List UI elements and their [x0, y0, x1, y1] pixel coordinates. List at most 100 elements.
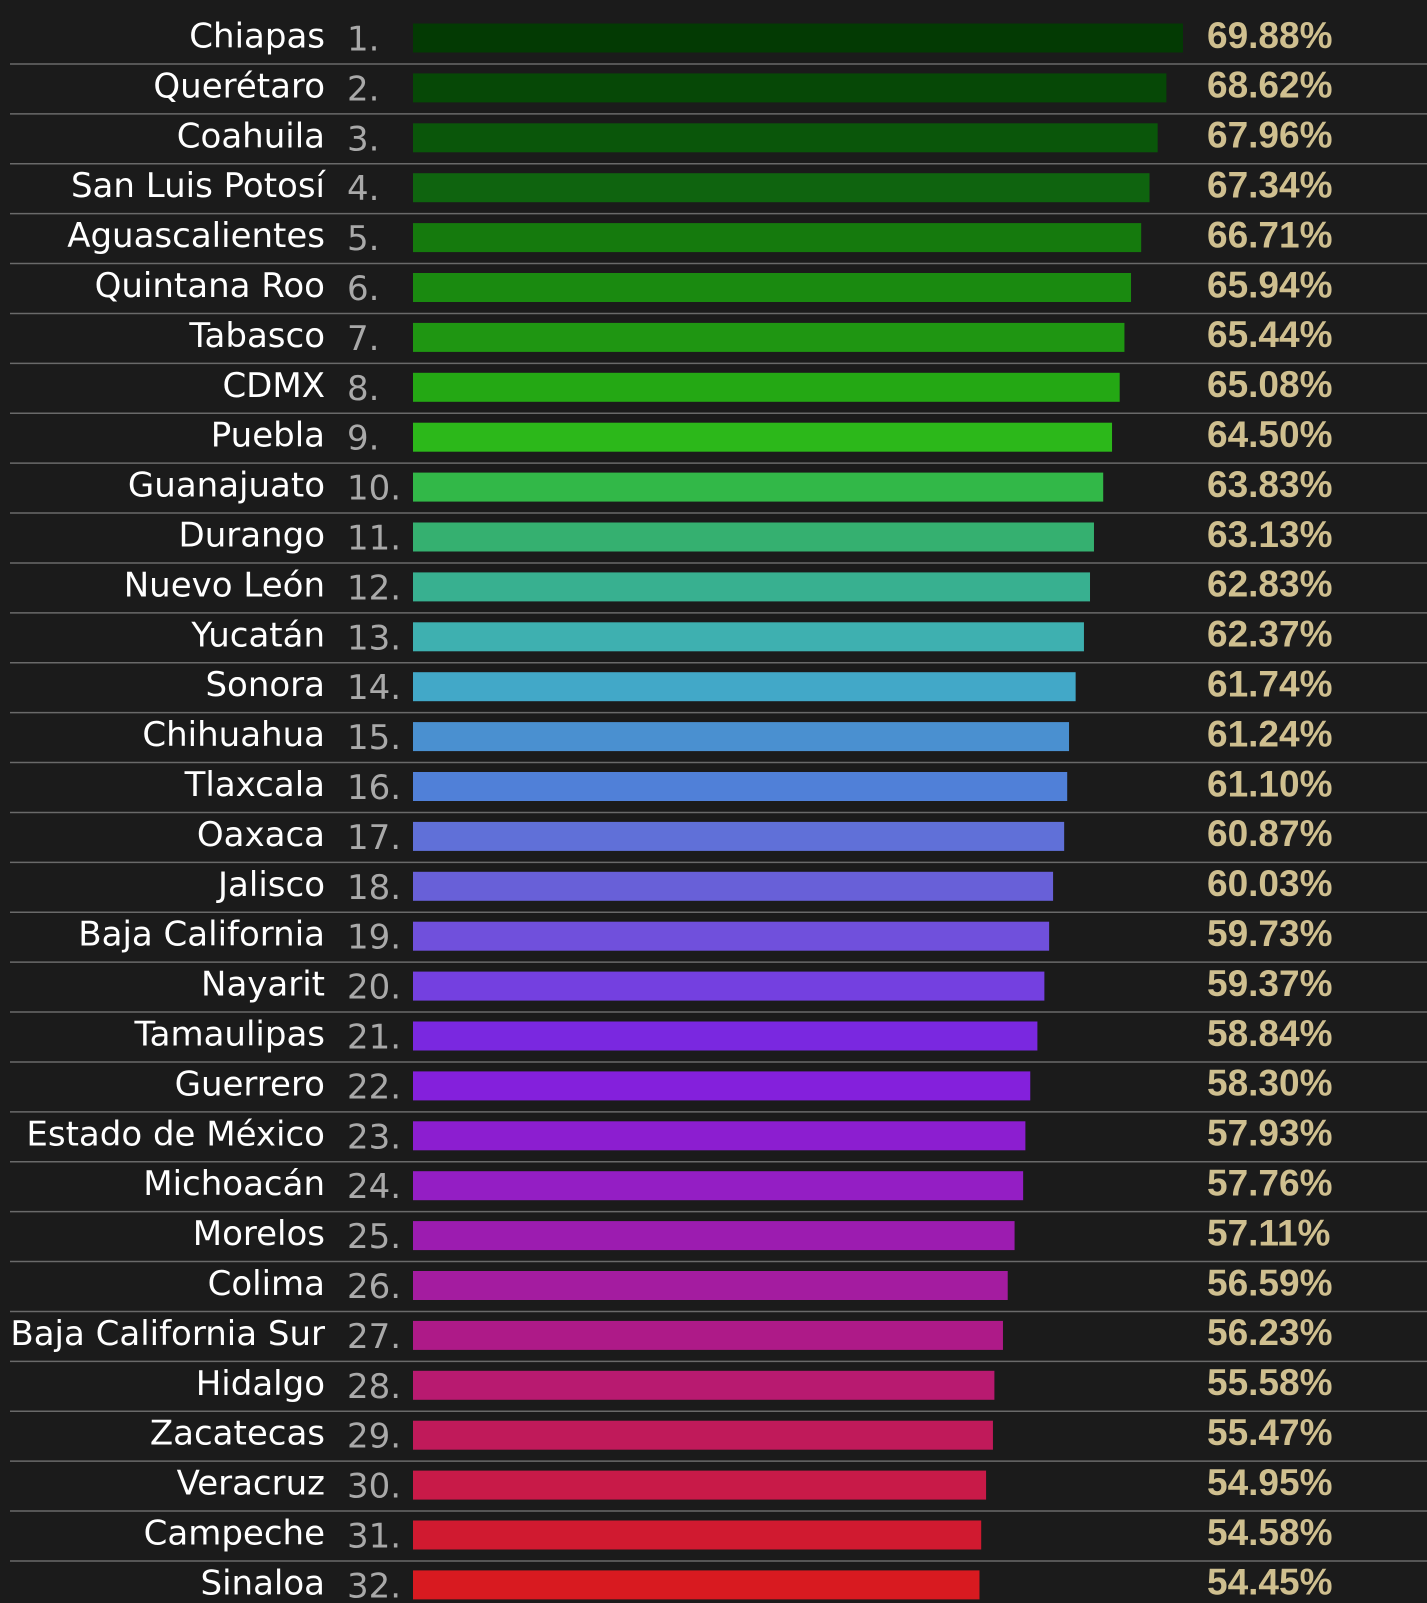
bar — [413, 1221, 1015, 1251]
category-label: Nuevo León — [124, 565, 325, 605]
category-label: Nayarit — [201, 965, 325, 1005]
bar — [413, 1271, 1008, 1300]
value-label: 58.30% — [1207, 1063, 1333, 1104]
category-label: Veracruz — [177, 1464, 325, 1504]
rank-label: 4. — [347, 169, 379, 209]
rank-label: 22. — [347, 1067, 401, 1107]
rank-label: 30. — [347, 1467, 401, 1507]
value-label: 61.74% — [1207, 663, 1333, 704]
category-label: Baja California — [78, 915, 325, 955]
bar — [413, 622, 1084, 652]
bar — [413, 372, 1120, 402]
value-label: 56.23% — [1207, 1312, 1333, 1353]
value-label: 62.37% — [1207, 614, 1333, 655]
value-label: 63.13% — [1207, 514, 1333, 555]
category-label: Hidalgo — [196, 1364, 325, 1404]
value-label: 54.58% — [1207, 1512, 1333, 1553]
category-label: Michoacán — [143, 1164, 325, 1204]
value-label: 65.08% — [1207, 364, 1333, 405]
bar — [413, 871, 1054, 901]
rank-label: 5. — [347, 219, 379, 259]
bar — [413, 1570, 980, 1600]
category-label: Tlaxcala — [184, 765, 325, 805]
value-label: 69.88% — [1207, 15, 1333, 56]
bar — [413, 921, 1050, 951]
category-label: Durango — [179, 516, 325, 556]
bar — [413, 1021, 1038, 1051]
rank-label: 16. — [347, 768, 401, 808]
rank-label: 14. — [347, 668, 401, 708]
value-label: 57.93% — [1207, 1113, 1333, 1154]
bar — [413, 1470, 987, 1500]
bar — [413, 971, 1045, 1001]
bar — [413, 1520, 982, 1550]
rank-label: 7. — [347, 319, 379, 359]
category-label: Zacatecas — [150, 1414, 325, 1454]
category-label: Chiapas — [189, 17, 325, 57]
rank-label: 25. — [347, 1217, 401, 1257]
bar — [413, 223, 1142, 253]
value-label: 59.73% — [1207, 913, 1333, 954]
bar — [413, 422, 1113, 452]
bar — [413, 123, 1158, 153]
rank-label: 21. — [347, 1018, 401, 1058]
bar — [413, 322, 1125, 352]
value-label: 59.37% — [1207, 963, 1333, 1004]
category-label: Colima — [208, 1264, 325, 1304]
value-label: 61.24% — [1207, 713, 1333, 754]
value-label: 62.83% — [1207, 564, 1333, 605]
bar — [413, 1370, 995, 1400]
value-label: 65.44% — [1207, 314, 1333, 355]
category-label: Yucatán — [190, 615, 325, 655]
category-label: Puebla — [211, 416, 325, 456]
value-label: 56.59% — [1207, 1262, 1333, 1303]
rank-label: 13. — [347, 618, 401, 658]
category-label: Coahuila — [177, 116, 325, 156]
category-label: Guanajuato — [128, 466, 325, 506]
value-label: 54.45% — [1207, 1562, 1333, 1603]
bar — [413, 1121, 1026, 1151]
bar — [413, 1171, 1024, 1201]
bar — [413, 572, 1091, 602]
category-label: Morelos — [193, 1214, 325, 1254]
rank-label: 29. — [347, 1417, 401, 1457]
rank-label: 1. — [347, 20, 379, 60]
rank-label: 26. — [347, 1267, 401, 1307]
value-label: 60.87% — [1207, 813, 1333, 854]
category-label: Oaxaca — [197, 815, 325, 855]
bar — [413, 1071, 1031, 1101]
category-label: Sonora — [205, 665, 325, 705]
rank-label: 11. — [347, 519, 401, 559]
bar — [413, 472, 1104, 502]
rank-label: 17. — [347, 818, 401, 858]
bar — [413, 722, 1070, 752]
rank-label: 12. — [347, 568, 401, 608]
value-label: 57.76% — [1207, 1162, 1333, 1203]
rank-label: 18. — [347, 868, 401, 908]
rank-label: 8. — [347, 369, 379, 409]
value-label: 67.96% — [1207, 115, 1333, 156]
bar — [413, 821, 1065, 851]
category-label: Tabasco — [188, 316, 325, 356]
bar — [413, 1320, 1003, 1350]
bar — [413, 672, 1076, 702]
category-label: Guerrero — [175, 1064, 325, 1104]
value-label: 61.10% — [1207, 763, 1333, 804]
rank-label: 20. — [347, 968, 401, 1008]
category-label: San Luis Potosí — [71, 166, 327, 206]
value-label: 55.58% — [1207, 1362, 1333, 1403]
value-label: 54.95% — [1207, 1462, 1333, 1503]
category-label: Chihuahua — [142, 715, 325, 755]
rank-label: 32. — [347, 1566, 401, 1603]
value-label: 66.71% — [1207, 214, 1333, 255]
value-label: 64.50% — [1207, 414, 1333, 455]
rank-label: 6. — [347, 269, 379, 309]
bar — [413, 173, 1150, 203]
rank-label: 19. — [347, 918, 401, 958]
rank-label: 31. — [347, 1517, 401, 1557]
value-label: 63.83% — [1207, 464, 1333, 505]
rank-label: 9. — [347, 419, 379, 459]
category-label: Tamaulipas — [133, 1015, 325, 1055]
category-label: Estado de México — [26, 1114, 325, 1154]
